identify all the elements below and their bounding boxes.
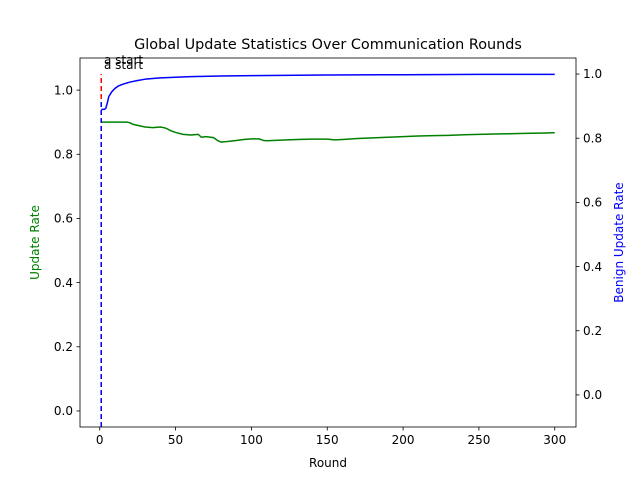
x-tick-label: 50 — [168, 433, 183, 447]
x-tick-label: 100 — [240, 433, 263, 447]
plot-area — [80, 58, 576, 427]
marker-label-left: a start — [104, 53, 143, 67]
marker-label-right: a start — [104, 58, 143, 72]
y-right-tick-label: 0.6 — [583, 196, 602, 210]
y-axis-left-label: Update Rate — [28, 205, 42, 280]
x-tick-label: 0 — [96, 433, 104, 447]
y-right-tick-label: 0.8 — [583, 131, 602, 145]
y-left-tick-label: 0.0 — [54, 404, 73, 418]
y-left-tick-label: 0.2 — [54, 340, 73, 354]
x-tick-label: 150 — [316, 433, 339, 447]
series-line-benign-update-rate — [101, 73, 555, 111]
y-left-tick-label: 0.4 — [54, 276, 73, 290]
x-axis-label: Round — [309, 456, 347, 470]
x-tick-label: 200 — [392, 433, 415, 447]
chart-title: Global Update Statistics Over Communicat… — [134, 37, 522, 53]
plot-frame — [79, 57, 577, 428]
y-right-tick-label: 0.0 — [583, 388, 602, 402]
x-tick-label: 250 — [467, 433, 490, 447]
chart-lines — [100, 73, 555, 427]
y-right-tick-label: 0.4 — [583, 260, 602, 274]
series-line-update-rate — [101, 121, 555, 143]
y-right-tick-label: 0.2 — [583, 324, 602, 338]
y-right-tick-label: 1.0 — [583, 67, 602, 81]
y-axis-right-label: Benign Update Rate — [612, 182, 626, 302]
axes: 0 50 100 150 200 250 300 0.0 0.2 0.4 0.6 0.8 1.0 0.0 0… — [54, 57, 602, 447]
y-left-tick-label: 1.0 — [54, 83, 73, 97]
x-tick-label: 300 — [543, 433, 566, 447]
y-left-tick-label: 0.8 — [54, 147, 73, 161]
y-left-tick-label: 0.6 — [54, 212, 73, 226]
